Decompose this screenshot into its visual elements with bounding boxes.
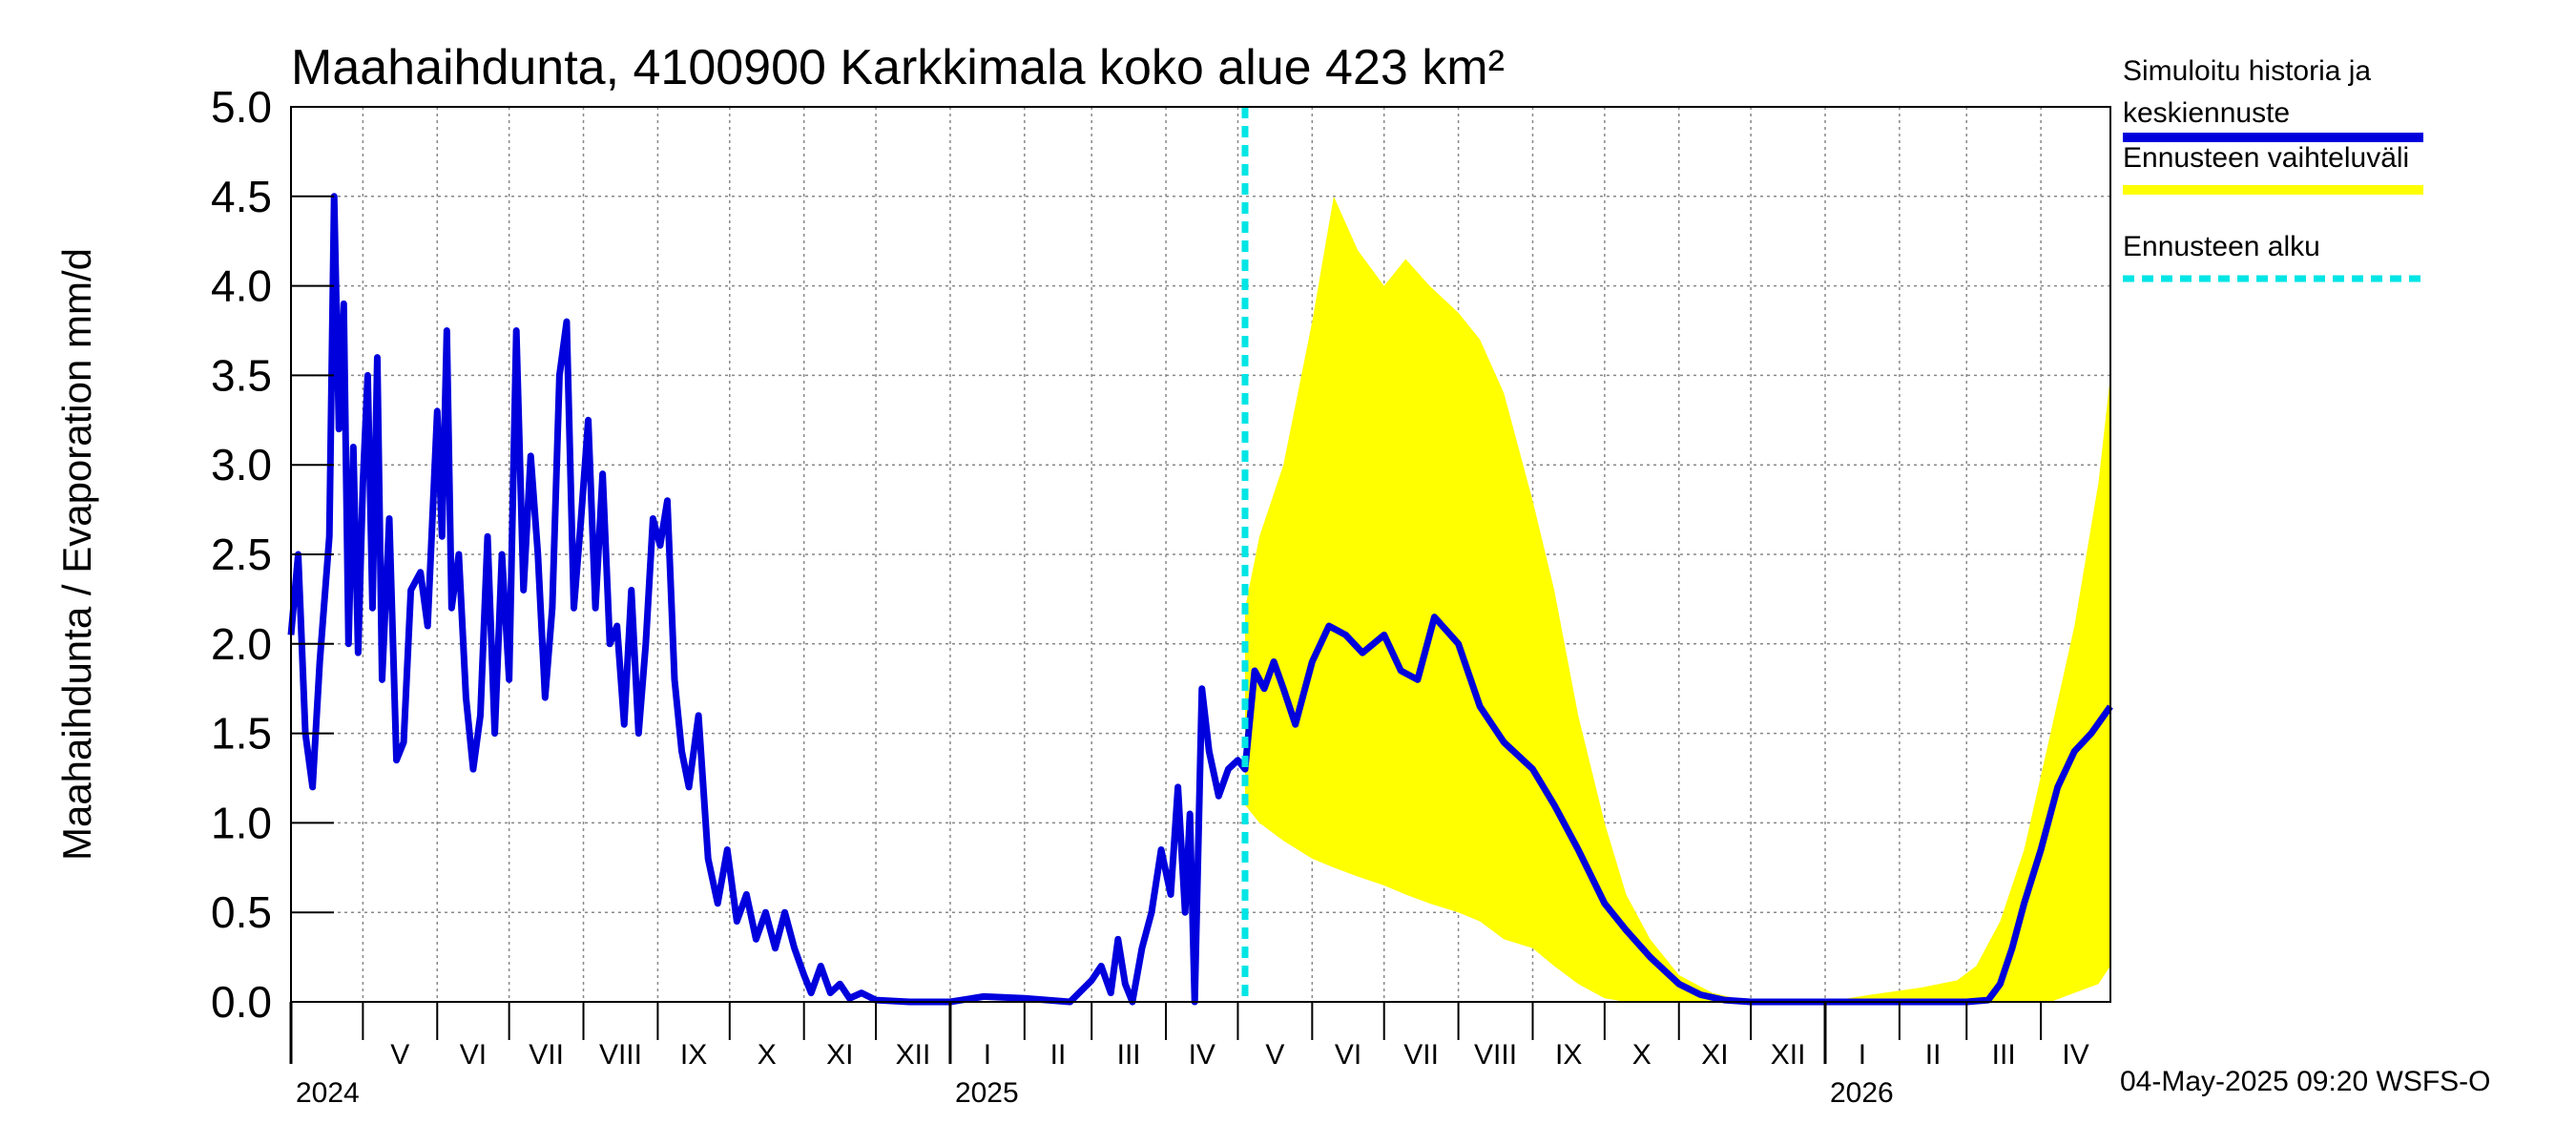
month-label: II (1050, 1039, 1067, 1071)
y-tick-label: 2.5 (211, 530, 272, 579)
month-label: III (1992, 1039, 2016, 1071)
year-label: 2026 (1830, 1077, 1894, 1109)
month-label: V (1265, 1039, 1284, 1071)
month-label: X (758, 1039, 777, 1071)
month-label: VIII (599, 1039, 642, 1071)
y-tick-label: 1.5 (211, 709, 272, 759)
month-label: VI (1335, 1039, 1361, 1071)
y-axis: 0.0 0.5 1.0 1.5 2.0 2.5 3.0 3.5 4.0 4.5 5.0 (211, 82, 334, 1027)
legend-label: keskiennuste (2123, 97, 2290, 129)
month-label: VII (529, 1039, 564, 1071)
legend-label: Simuloitu historia ja (2123, 55, 2371, 87)
forecast-range-band (1244, 196, 2110, 1003)
series-line-simulated (287, 193, 2113, 1006)
month-label: X (1632, 1039, 1652, 1071)
y-tick-label: 3.0 (211, 440, 272, 489)
y-tick-label: 4.5 (211, 172, 272, 221)
month-label: VII (1403, 1039, 1439, 1071)
month-label: IX (1555, 1039, 1582, 1071)
x-axis: V VI VII VIII IX X XI XII I II III IV V VI VII VIII IX X X… (289, 1002, 2089, 1109)
month-label: IV (2062, 1039, 2088, 1071)
legend-label: Ennusteen alku (2123, 231, 2320, 262)
month-label: XI (1701, 1039, 1728, 1071)
y-tick-label: 1.0 (211, 798, 272, 847)
month-label: VI (460, 1039, 487, 1071)
month-label: III (1117, 1039, 1141, 1071)
month-label: I (1859, 1039, 1866, 1071)
forecast-range-area (1244, 196, 2110, 1003)
year-label: 2024 (296, 1077, 360, 1109)
y-axis-label: Maahaihdunta / Evaporation mm/d (54, 248, 99, 861)
month-label: XI (826, 1039, 853, 1071)
month-label: VIII (1474, 1039, 1517, 1071)
month-label: XII (896, 1039, 931, 1071)
month-label: II (1925, 1039, 1942, 1071)
month-label: IX (680, 1039, 707, 1071)
year-label: 2025 (955, 1077, 1019, 1109)
month-label: V (390, 1039, 409, 1071)
y-tick-label: 3.5 (211, 350, 272, 400)
y-tick-label: 0.5 (211, 887, 272, 937)
series-lines (287, 193, 2113, 1006)
footer-timestamp: 04-May-2025 09:20 WSFS-O (2120, 1066, 2491, 1097)
month-label: I (984, 1039, 991, 1071)
y-tick-label: 2.0 (211, 619, 272, 669)
month-label: IV (1189, 1039, 1215, 1071)
y-tick-label: 0.0 (211, 977, 272, 1027)
y-tick-label: 4.0 (211, 261, 272, 311)
y-tick-label: 5.0 (211, 82, 272, 132)
chart-title: Maahaihdunta, 4100900 Karkkimala koko al… (291, 40, 1505, 95)
legend-label: Ennusteen vaihteluväli (2123, 142, 2409, 174)
legend: Simuloitu historia ja keskiennuste Ennuste… (2123, 55, 2423, 282)
month-label: XII (1771, 1039, 1806, 1071)
